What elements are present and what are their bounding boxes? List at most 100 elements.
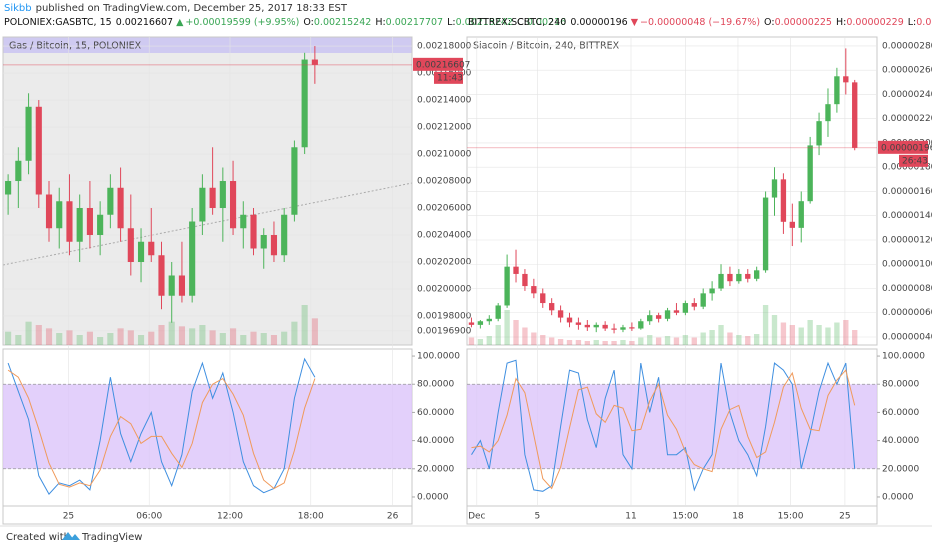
last-price: 0.00216607 xyxy=(116,17,173,28)
candle-body xyxy=(566,317,573,323)
price-box-label: 0.00000196 xyxy=(881,143,932,153)
volume-bar xyxy=(199,325,206,345)
candle-body xyxy=(709,288,715,294)
volume-bar xyxy=(178,326,186,345)
volume-bar xyxy=(56,333,63,345)
x-tick-label: 12:00 xyxy=(217,512,243,522)
candle-body xyxy=(56,201,63,229)
volume-bar xyxy=(655,337,662,345)
volume-bar xyxy=(5,331,12,345)
candle-body xyxy=(168,275,175,296)
candle-body xyxy=(148,241,155,256)
ohlc-value: 0.00216 xyxy=(527,17,566,28)
candle-body xyxy=(250,214,257,249)
price-box xyxy=(878,140,928,154)
candle-body xyxy=(602,324,608,329)
ticker-info: BITTREX:SCBTC, 240 0.00000196 ▼ −0.00000048… xyxy=(468,17,932,28)
publish-line: Sikbb published on TradingView.com, Decem… xyxy=(4,3,348,14)
candle-body xyxy=(673,310,680,313)
x-tick-label: 18:00 xyxy=(298,512,324,522)
volume-bar xyxy=(468,337,475,345)
candle-body xyxy=(240,214,247,229)
candle-body xyxy=(727,273,733,282)
volume-bar xyxy=(495,325,501,345)
volume-bar xyxy=(825,327,831,345)
volume-bar xyxy=(107,333,114,345)
candle-body xyxy=(5,181,12,195)
candle-body xyxy=(540,293,546,304)
countdown-box xyxy=(434,71,463,84)
ohlc-label: O: xyxy=(764,17,775,28)
x-tick-label: 11 xyxy=(625,512,636,522)
y-tick-label: 0.00218000 xyxy=(417,42,472,52)
x-tick-label: 15:00 xyxy=(778,512,804,522)
candle-body xyxy=(495,305,501,319)
volume-bar xyxy=(127,330,134,345)
volume-bar xyxy=(647,335,653,345)
candle-body xyxy=(199,187,206,222)
volume-bar xyxy=(229,328,237,345)
ohlc-label: L: xyxy=(447,17,456,28)
candle-body xyxy=(682,303,689,313)
arrow: ▲ xyxy=(176,17,184,28)
y-tick-label: 0.00196900 xyxy=(417,326,472,336)
candle-body xyxy=(620,327,626,330)
volume-bar xyxy=(260,333,267,345)
candle-body xyxy=(736,273,742,282)
ticker-info: POLONIEX:GASBTC, 15 0.00216607 ▲ +0.0001959… xyxy=(4,17,566,28)
candle-body xyxy=(655,315,662,319)
candle-body xyxy=(137,241,145,262)
candle-body xyxy=(66,201,73,242)
ohlc-label: C: xyxy=(517,17,527,28)
y-tick-label: 0.00200000 xyxy=(417,284,472,294)
volume-bar xyxy=(575,340,582,345)
candle-body xyxy=(691,303,697,307)
volume-bar xyxy=(700,332,706,345)
charts: POLONIEX:GASBTC, 15 0.00216607 ▲ +0.0001959… xyxy=(3,17,932,522)
frame xyxy=(466,36,878,346)
volume-bar xyxy=(35,325,42,345)
frames xyxy=(2,36,878,525)
stoch-line xyxy=(7,357,316,495)
candle-body xyxy=(852,82,858,148)
stoch-band xyxy=(467,384,877,469)
volume-bar xyxy=(477,339,484,345)
candle-body xyxy=(301,59,308,148)
y-tick-label: 0.00000180 xyxy=(882,163,932,173)
y-tick-label: 0.00000260 xyxy=(882,66,932,76)
volume-bar xyxy=(25,321,32,345)
volume-bar xyxy=(834,322,840,345)
volume-bar xyxy=(311,318,318,345)
highlight-band xyxy=(3,37,412,53)
volume-bar xyxy=(664,336,671,345)
candle-body xyxy=(35,106,42,195)
ohlc-value: 0.00215242 xyxy=(314,17,371,28)
volume-bar xyxy=(727,332,733,345)
price-box xyxy=(413,57,463,71)
candle-body xyxy=(107,187,114,215)
volume-bar xyxy=(86,331,93,345)
y-tick-label: 0.00000220 xyxy=(882,114,932,124)
y-tick-label: 0.00198000 xyxy=(417,311,472,321)
frame xyxy=(466,505,878,525)
candle-body xyxy=(513,266,519,274)
volume-bar xyxy=(97,337,104,345)
volume-bar xyxy=(762,305,769,345)
candle-body xyxy=(664,310,671,319)
candle-body xyxy=(557,310,564,318)
volume-bar xyxy=(718,325,724,345)
volume-bar xyxy=(513,320,519,345)
y-tick-label: 0.00206000 xyxy=(417,204,472,214)
volume-bar xyxy=(566,340,573,345)
volume-bar xyxy=(137,335,145,345)
candle-body xyxy=(97,214,104,235)
ohlc-label: H: xyxy=(375,17,385,28)
candle-body xyxy=(780,179,787,222)
x-tick-label: 5 xyxy=(535,512,541,522)
volume-bar xyxy=(620,340,626,345)
x-tick-label: 06:00 xyxy=(136,512,162,522)
ohlc-value: 0.00000194 xyxy=(916,17,932,28)
candle-body xyxy=(127,228,134,262)
y-tick-label: 0.00000080 xyxy=(882,284,932,294)
volume-bar xyxy=(754,334,760,345)
